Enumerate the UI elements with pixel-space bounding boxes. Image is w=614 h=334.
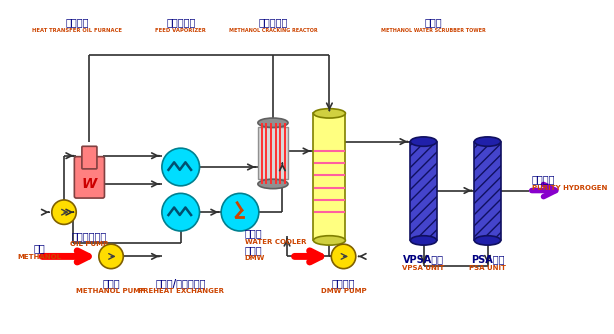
- Ellipse shape: [162, 148, 200, 186]
- Ellipse shape: [162, 193, 200, 231]
- Circle shape: [52, 200, 76, 224]
- Text: 水洗塔: 水洗塔: [424, 17, 441, 27]
- Text: METHANOL: METHANOL: [18, 254, 61, 260]
- FancyBboxPatch shape: [82, 146, 97, 169]
- Bar: [475, 142, 500, 240]
- Text: 高纯氢气: 高纯氢气: [532, 175, 555, 184]
- Text: 水冷器: 水冷器: [245, 228, 262, 238]
- Text: PREHEAT EXCHANGER: PREHEAT EXCHANGER: [138, 289, 223, 294]
- Ellipse shape: [313, 236, 346, 245]
- Bar: [410, 142, 437, 240]
- Text: 脱盐水: 脱盐水: [245, 245, 262, 255]
- Circle shape: [99, 244, 123, 269]
- Text: VPSA UNIT: VPSA UNIT: [402, 265, 445, 271]
- Text: 导热油炉: 导热油炉: [66, 17, 89, 27]
- Ellipse shape: [258, 179, 288, 189]
- Text: DMW PUMP: DMW PUMP: [321, 289, 367, 294]
- Circle shape: [332, 244, 356, 269]
- Text: PSA UNIT: PSA UNIT: [469, 265, 506, 271]
- Ellipse shape: [221, 193, 259, 231]
- Ellipse shape: [475, 137, 500, 146]
- Ellipse shape: [313, 109, 346, 118]
- Text: WATER COOLER: WATER COOLER: [245, 238, 306, 244]
- Text: 甲醇泵: 甲醇泵: [103, 278, 120, 288]
- Text: 原料汽化器: 原料汽化器: [166, 17, 195, 27]
- Ellipse shape: [410, 137, 437, 146]
- Text: FEED VAPORIZER: FEED VAPORIZER: [155, 28, 206, 33]
- Text: METHANOL WATER SCRUBBER TOWER: METHANOL WATER SCRUBBER TOWER: [381, 28, 485, 33]
- Text: VPSA脱碳: VPSA脱碳: [403, 255, 444, 265]
- Text: HEAT TRANSFER OIL FURNACE: HEAT TRANSFER OIL FURNACE: [32, 28, 122, 33]
- Ellipse shape: [258, 118, 288, 128]
- Text: 导热油循环泵: 导热油循环泵: [72, 231, 107, 241]
- Text: PSA提氢: PSA提氢: [471, 255, 504, 265]
- Text: OIL PUMP: OIL PUMP: [71, 241, 109, 247]
- Bar: [313, 113, 346, 240]
- Ellipse shape: [410, 236, 437, 245]
- FancyBboxPatch shape: [74, 157, 104, 198]
- Ellipse shape: [475, 236, 500, 245]
- Text: 脱盐水泵: 脱盐水泵: [332, 278, 356, 288]
- Text: 甲醇: 甲醇: [34, 243, 45, 253]
- Text: 裂解反应器: 裂解反应器: [258, 17, 287, 27]
- Text: PURITY HYDROGEN: PURITY HYDROGEN: [532, 185, 607, 191]
- Bar: [258, 128, 288, 179]
- Text: 反应气/原料换热器: 反应气/原料换热器: [155, 278, 206, 288]
- Text: METHANOL PUMP: METHANOL PUMP: [76, 289, 146, 294]
- Text: METHANOL CRACKING REACTOR: METHANOL CRACKING REACTOR: [228, 28, 317, 33]
- Text: DMW: DMW: [245, 256, 265, 262]
- Text: W: W: [82, 177, 97, 191]
